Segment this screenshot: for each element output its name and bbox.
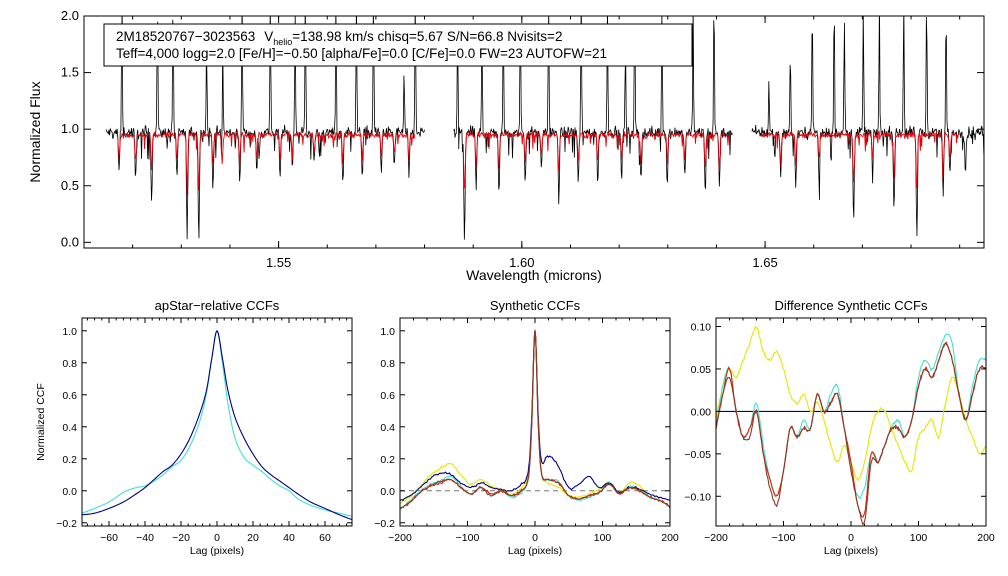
- synthetic-x-tick-label: −100: [456, 532, 480, 544]
- info-line-1: 2M18520767−3023563 Vhelio=138.98 km/s chi…: [116, 29, 562, 47]
- apstar-y-axis-title: Normalized CCF: [35, 383, 47, 461]
- difference-y-tick-label: 0.10: [691, 321, 712, 333]
- spectrum-axes: 1.55 1.60 1.65 0.0 0.5 1.0 1.5 2.0: [61, 8, 984, 270]
- synthetic-y-tick-label: 1.0: [380, 326, 395, 338]
- synthetic-series-brown: [400, 330, 670, 509]
- apstar-x-tick-label: 60: [319, 532, 331, 544]
- apstar-x-tick-label: 20: [247, 532, 259, 544]
- synthetic-x-tick-label: 0: [532, 532, 538, 544]
- difference-series-layer: [716, 326, 986, 526]
- synthetic-x-tick-label: 100: [594, 532, 612, 544]
- difference-ccf-panel: Difference Synthetic CCFs −200 −100 0 100 20…: [684, 298, 994, 557]
- synthetic-y-tick-label: 0.2: [380, 454, 395, 466]
- apstar-x-tick-label: −20: [172, 532, 190, 544]
- difference-series-brown: [716, 341, 986, 526]
- spectrum-y-tick-label: 2.0: [61, 8, 79, 23]
- spectrum-y-tick-label: 1.0: [61, 121, 79, 136]
- stats-text: =138.98 km/s chisq=5.67 S/N=66.8 Nvisits…: [292, 29, 562, 44]
- apstar-y-tick-label: 0.8: [62, 358, 77, 370]
- apstar-y-tick-label: 0.2: [62, 454, 77, 466]
- info-box: [103, 23, 693, 67]
- vhelio-subscript: helio: [273, 37, 292, 47]
- synthetic-y-tick-label: −0.2: [374, 518, 395, 530]
- synthetic-x-tick-label: 200: [661, 532, 679, 544]
- difference-y-tick-label: 0.05: [691, 364, 712, 376]
- spectrum-y-tick-label: 0.0: [61, 234, 79, 249]
- synthetic-panel-title: Synthetic CCFs: [490, 298, 581, 313]
- synthetic-y-tick-label: 0.0: [380, 486, 395, 498]
- difference-x-tick-label: 100: [910, 532, 928, 544]
- apstar-y-tick-label: 0.0: [62, 486, 77, 498]
- apstar-x-tick-label: −40: [136, 532, 154, 544]
- spectrum-plot-frame: [83, 15, 985, 249]
- spectrum-y-tick-label: 0.5: [61, 178, 79, 193]
- apstar-panel-title: apStar−relative CCFs: [155, 298, 280, 313]
- synthetic-x-axis-title: Lag (pixels): [508, 545, 562, 557]
- synthetic-y-tick-label: 0.4: [380, 422, 395, 434]
- apstar-axes: −60 −40 −20 0 20 40 60 −0.2 0.0 0.2 0.4 0.6 0.8 1.0: [56, 318, 352, 544]
- difference-x-tick-label: 0: [848, 532, 854, 544]
- synthetic-y-tick-label: 0.8: [380, 358, 395, 370]
- difference-x-axis-title: Lag (pixels): [824, 545, 878, 557]
- apstar-x-tick-label: −60: [100, 532, 118, 544]
- apstar-x-tick-label: 0: [214, 532, 220, 544]
- vhelio-symbol: V: [264, 29, 273, 44]
- spectrum-model-line: [116, 130, 961, 196]
- difference-x-tick-label: 200: [977, 532, 995, 544]
- synthetic-x-tick-label: −200: [388, 532, 412, 544]
- spectrum-x-axis-title: Wavelength (microns): [466, 267, 602, 283]
- difference-axes: −200 −100 0 100 200 −0.10 −0.05 0.00 0.05 0.10: [684, 318, 995, 544]
- spectrum-y-tick-label: 1.5: [61, 65, 79, 80]
- spectrum-panel: 1.55 1.60 1.65 0.0 0.5 1.0 1.5 2.0 Wavelength (…: [27, 8, 985, 283]
- spectrum-y-axis-title: Normalized Flux: [27, 81, 43, 182]
- spectrum-x-tick-label: 1.60: [509, 255, 534, 270]
- synthetic-y-tick-label: 0.6: [380, 390, 395, 402]
- star-id: 2M18520767−3023563: [116, 29, 255, 44]
- apstar-series-layer: [82, 330, 352, 521]
- apstar-y-tick-label: 0.6: [62, 390, 77, 402]
- apstar-ccf-panel: apStar−relative CCFs −60 −40 −20 0 20 40 60 −0.…: [35, 298, 353, 557]
- synthetic-axes: −200 −100 0 100 200 −0.2 0.0 0.2 0.4 0.6 0.8 1.0: [374, 318, 679, 544]
- difference-x-tick-label: −200: [704, 532, 728, 544]
- difference-y-tick-label: 0.00: [691, 406, 712, 418]
- difference-y-tick-label: −0.10: [684, 491, 711, 503]
- difference-x-tick-label: −100: [772, 532, 796, 544]
- spectrum-x-tick-label: 1.55: [266, 255, 291, 270]
- apstar-x-tick-label: 40: [283, 532, 295, 544]
- synthetic-series-layer: [400, 329, 670, 510]
- apstar-y-tick-label: −0.2: [56, 518, 77, 530]
- spectrum-x-tick-label: 1.65: [752, 255, 777, 270]
- info-line-2: Teff=4,000 logg=2.0 [Fe/H]=−0.50 [alpha/…: [116, 46, 607, 61]
- difference-y-tick-label: −0.05: [684, 449, 711, 461]
- apstar-x-axis-title: Lag (pixels): [190, 545, 244, 557]
- apstar-y-tick-label: 1.0: [62, 326, 77, 338]
- difference-panel-title: Difference Synthetic CCFs: [775, 298, 928, 313]
- apstar-y-tick-label: 0.4: [62, 422, 77, 434]
- apstar-series-visit-2: [82, 330, 352, 521]
- spectrum-series-layer: [105, 16, 984, 240]
- synthetic-ccf-panel: Synthetic CCFs −200 −100 0 100 200 −0.2 0.0 0.2…: [374, 298, 679, 557]
